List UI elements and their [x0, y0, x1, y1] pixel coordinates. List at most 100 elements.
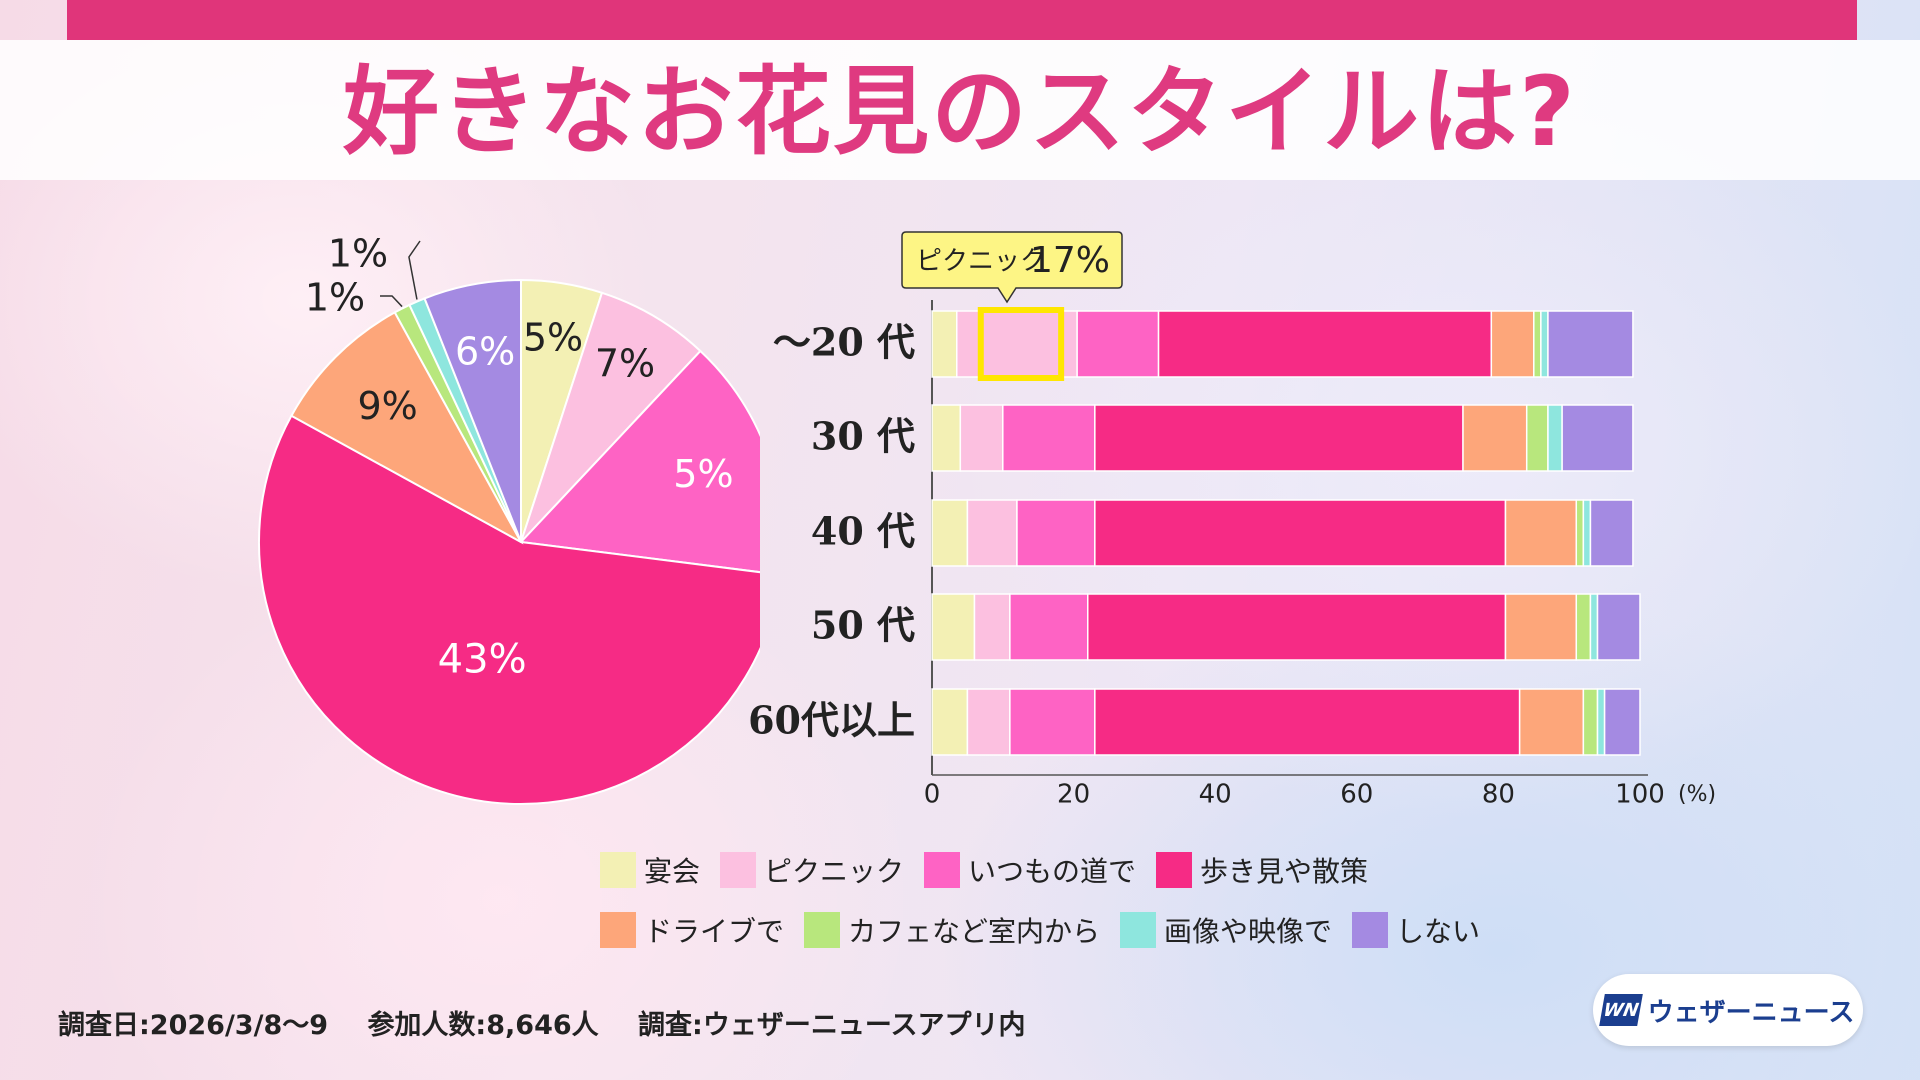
pie-value-label: 7% — [595, 342, 655, 386]
bar-segment — [931, 593, 976, 661]
legend-item-usual-road: いつもの道で — [924, 850, 1136, 890]
y-category-label: 40 代 — [811, 509, 915, 554]
logo-text: ウェザーニュース — [1647, 997, 1855, 1028]
bar-segment — [1575, 499, 1585, 567]
pie-value-label: 1% — [305, 276, 365, 320]
x-tick-label: 60 — [1340, 780, 1373, 810]
pie-value-label: 6% — [455, 330, 515, 374]
bar-segment — [1540, 310, 1549, 378]
y-category-label: 〜20 代 — [773, 320, 915, 365]
x-tick-label: 0 — [924, 780, 941, 810]
pie-slice — [423, 278, 522, 543]
legend-label: しない — [1396, 915, 1481, 948]
top-banner — [67, 0, 1857, 40]
callout-label: ピクニック — [916, 247, 1046, 277]
pie-slice — [518, 349, 760, 574]
pie-slice — [290, 311, 524, 545]
bar-segment — [1596, 593, 1641, 661]
legend-label: 宴会 — [644, 855, 701, 888]
legend-item-images: 画像や映像で — [1120, 910, 1332, 950]
bar-segment — [1462, 404, 1528, 472]
bar-segment — [1575, 593, 1592, 661]
x-tick-label: 80 — [1482, 780, 1515, 810]
bar-segment — [1504, 499, 1578, 567]
bar-segment — [1094, 688, 1521, 756]
survey-date: 調査日:2026/3/8〜9 — [58, 1010, 329, 1041]
leader-line — [408, 240, 421, 300]
bar-segment — [1076, 310, 1160, 378]
bar-segment — [1603, 688, 1641, 756]
legend-item-walking: 歩き見や散策 — [1156, 850, 1368, 890]
participants: 参加人数:8,646人 — [367, 1010, 599, 1041]
bar-segment — [1533, 310, 1542, 378]
y-category-label: 30 代 — [811, 414, 915, 459]
bar-segment — [1525, 404, 1549, 472]
bar-segment — [931, 688, 969, 756]
bar-segment — [1009, 593, 1089, 661]
bar-segment — [1087, 593, 1507, 661]
legend: 宴会 ピクニック いつもの道で 歩き見や散策 ドライブで カフェなど室内から 画… — [600, 850, 1500, 970]
bar-segment — [1094, 404, 1464, 472]
bar-segment — [1009, 688, 1096, 756]
legend-label: カフェなど室内から — [848, 915, 1101, 948]
bar-segment — [966, 688, 1011, 756]
y-category-label: 60代以上 — [748, 698, 915, 743]
bar-segment — [973, 593, 1011, 661]
bar-segment — [1490, 310, 1535, 378]
legend-label: 歩き見や散策 — [1200, 855, 1369, 888]
pie-slice — [258, 414, 760, 805]
legend-item-none: しない — [1352, 910, 1480, 950]
legend-swatch — [600, 912, 636, 948]
bar-segment — [931, 310, 958, 378]
weathernews-logo: WN ウェザーニュース — [1593, 974, 1863, 1046]
legend-item-enkai: 宴会 — [600, 850, 700, 890]
callout-value: 17% — [1030, 240, 1110, 281]
legend-item-picnic: ピクニック — [720, 850, 904, 890]
bar-segment — [1547, 310, 1634, 378]
callout-bubble — [901, 231, 1123, 304]
bar-segment — [1518, 688, 1585, 756]
legend-label: いつもの道で — [968, 855, 1137, 888]
bar-segment — [1582, 688, 1599, 756]
legend-row: ドライブで カフェなど室内から 画像や映像で しない — [600, 910, 1500, 950]
bar-segment — [1157, 310, 1493, 378]
legend-item-drive: ドライブで — [600, 910, 784, 950]
bar-segment — [1582, 499, 1592, 567]
pie-slice — [520, 291, 702, 543]
bar-segment — [1094, 499, 1507, 567]
bar-segment — [1504, 593, 1578, 661]
legend-label: 画像や映像で — [1164, 915, 1333, 948]
bar-segment — [1016, 499, 1096, 567]
wn-logo-icon: WN — [1598, 994, 1643, 1026]
bar-segment — [959, 404, 1004, 472]
bar-segment — [931, 404, 962, 472]
title-band — [0, 40, 1920, 180]
bar-segment — [1547, 404, 1563, 472]
legend-swatch — [1156, 852, 1193, 888]
legend-swatch — [1352, 912, 1389, 948]
pie-value-label: 9% — [357, 384, 417, 428]
bar-segment — [966, 499, 1018, 567]
x-tick-label: 100 — [1615, 780, 1665, 810]
bar-segment — [1596, 688, 1606, 756]
page-title: 好きなお花見のスタイルは? — [343, 56, 1577, 168]
legend-item-cafe: カフェなど室内から — [804, 910, 1100, 950]
bar-segment — [1589, 499, 1634, 567]
bar-segment — [1589, 593, 1599, 661]
legend-swatch — [804, 912, 841, 948]
x-unit-label: (%) — [1678, 782, 1716, 807]
pie-value-label: 5% — [523, 316, 583, 360]
callout-highlight — [977, 307, 1065, 381]
x-tick-label: 20 — [1057, 780, 1090, 810]
legend-row: 宴会 ピクニック いつもの道で 歩き見や散策 — [600, 850, 1500, 890]
pie-value-label: 5% — [673, 452, 733, 496]
leader-line — [380, 295, 403, 308]
y-category-label: 50 代 — [811, 603, 915, 648]
bar-segment — [931, 499, 969, 567]
pie-value-label: 1% — [328, 232, 388, 276]
legend-swatch — [720, 852, 757, 888]
pie-chart: 5% 7% 5% 43% 9% 1%1% 6% — [258, 232, 760, 805]
bar-segment — [1561, 404, 1634, 472]
legend-label: ドライブで — [644, 915, 785, 948]
